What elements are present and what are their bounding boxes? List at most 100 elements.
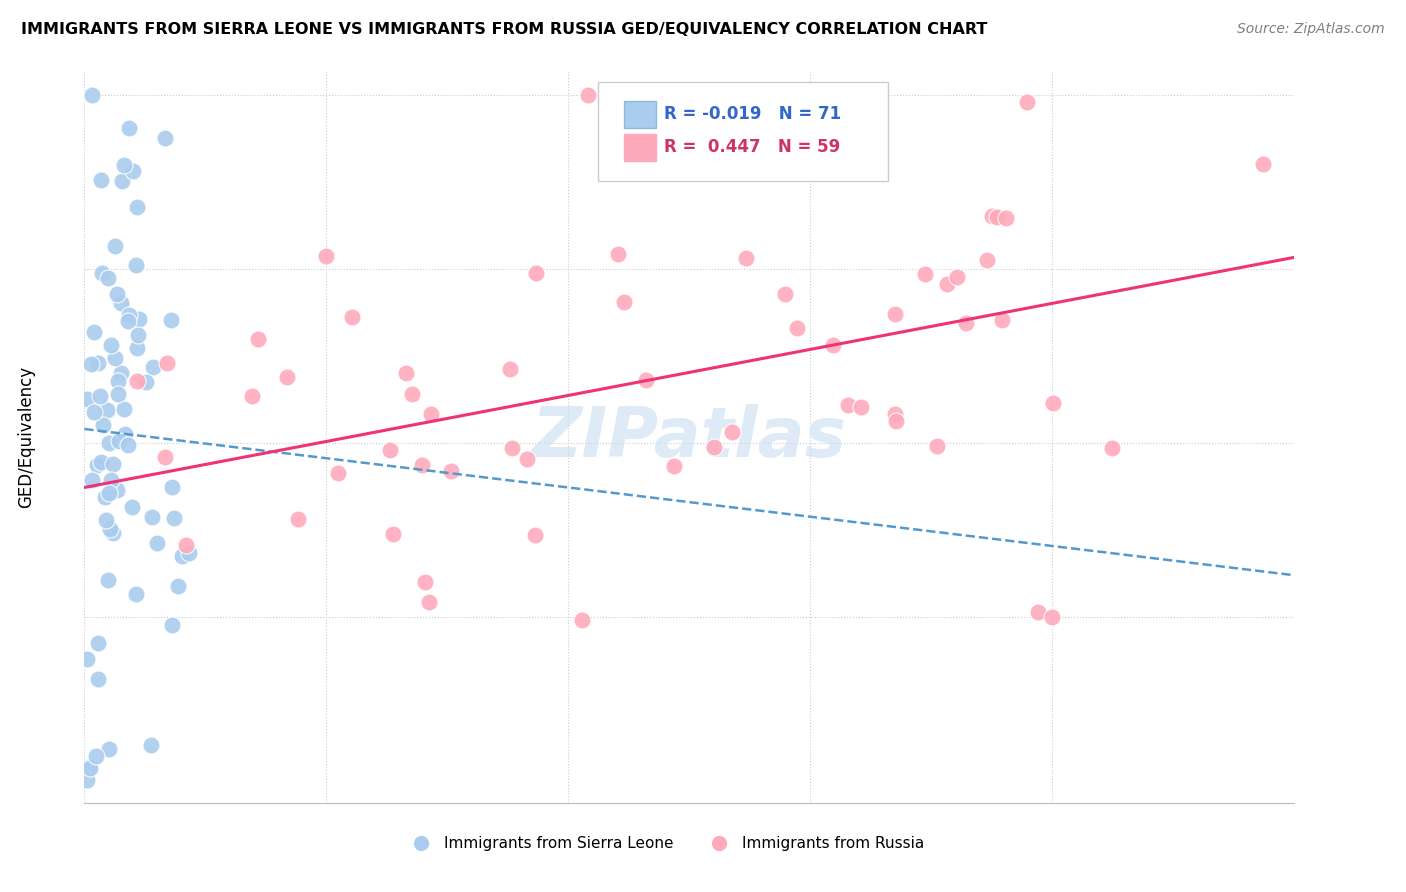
Point <box>287 512 309 526</box>
Point <box>125 342 148 356</box>
Point <box>276 370 298 384</box>
Point <box>936 277 959 291</box>
Point <box>105 287 128 301</box>
Point <box>91 417 114 432</box>
Point <box>1042 395 1064 409</box>
Point <box>378 443 401 458</box>
Point <box>87 636 110 650</box>
Point <box>946 270 969 285</box>
Point <box>79 761 101 775</box>
Point <box>118 309 141 323</box>
Point <box>122 163 145 178</box>
Point <box>86 749 108 764</box>
Point <box>100 522 122 536</box>
Point <box>110 366 132 380</box>
Point <box>112 401 135 416</box>
Point <box>83 325 105 339</box>
Point <box>786 321 808 335</box>
Point <box>142 359 165 374</box>
Point <box>94 513 117 527</box>
Point <box>104 351 127 365</box>
Point <box>89 389 111 403</box>
Text: Source: ZipAtlas.com: Source: ZipAtlas.com <box>1237 22 1385 37</box>
Point <box>100 337 122 351</box>
Point <box>156 356 179 370</box>
Point <box>118 120 141 135</box>
Point <box>90 455 112 469</box>
Point <box>247 333 270 347</box>
Text: GED/Equivalency: GED/Equivalency <box>17 366 35 508</box>
Point <box>98 485 121 500</box>
Point <box>108 434 131 448</box>
Point <box>342 310 364 325</box>
Point <box>97 271 120 285</box>
Point <box>837 398 859 412</box>
Point <box>991 313 1014 327</box>
Point <box>125 587 148 601</box>
Point <box>105 483 128 497</box>
Point <box>720 425 742 440</box>
FancyBboxPatch shape <box>624 135 657 161</box>
Point <box>127 200 149 214</box>
Point <box>418 595 440 609</box>
FancyBboxPatch shape <box>599 82 889 181</box>
Text: ZIPatlas: ZIPatlas <box>531 403 846 471</box>
Point <box>104 239 127 253</box>
Point <box>413 574 436 589</box>
Point <box>153 130 176 145</box>
Point <box>86 458 108 472</box>
Point <box>735 252 758 266</box>
Point <box>498 361 520 376</box>
Point <box>845 127 868 141</box>
Point <box>1101 441 1123 455</box>
Point <box>703 440 725 454</box>
Point <box>821 338 844 352</box>
Point <box>153 450 176 464</box>
Point <box>662 459 685 474</box>
Text: R = -0.019   N = 71: R = -0.019 N = 71 <box>664 104 841 123</box>
Point <box>411 458 433 472</box>
Point <box>981 209 1004 223</box>
Point <box>420 408 443 422</box>
Point <box>87 356 110 370</box>
Point <box>995 211 1018 225</box>
Point <box>170 549 193 563</box>
Point <box>1026 605 1049 619</box>
Point <box>100 473 122 487</box>
Point <box>1015 95 1038 110</box>
Point <box>501 442 523 456</box>
Point <box>76 772 98 787</box>
Point <box>955 316 977 330</box>
Point <box>775 286 797 301</box>
Point <box>111 174 134 188</box>
Point <box>634 373 657 387</box>
Point <box>240 388 263 402</box>
Point <box>401 386 423 401</box>
Point <box>110 296 132 310</box>
Point <box>76 652 98 666</box>
Point <box>163 510 186 524</box>
Point <box>80 87 103 102</box>
Point <box>1040 610 1063 624</box>
Point <box>851 401 873 415</box>
Point <box>112 158 135 172</box>
Point <box>117 314 139 328</box>
Point <box>97 435 120 450</box>
Point <box>128 312 150 326</box>
Point <box>440 463 463 477</box>
Point <box>607 247 630 261</box>
Point <box>145 536 167 550</box>
Point <box>524 266 547 280</box>
Point <box>96 403 118 417</box>
Point <box>114 426 136 441</box>
Point <box>326 466 349 480</box>
Point <box>160 618 183 632</box>
Point <box>101 457 124 471</box>
Point <box>315 249 337 263</box>
Point <box>141 510 163 524</box>
Point <box>94 490 117 504</box>
Text: IMMIGRANTS FROM SIERRA LEONE VS IMMIGRANTS FROM RUSSIA GED/EQUIVALENCY CORRELATI: IMMIGRANTS FROM SIERRA LEONE VS IMMIGRAN… <box>21 22 987 37</box>
Point <box>571 613 593 627</box>
Point <box>80 473 103 487</box>
Point <box>613 294 636 309</box>
